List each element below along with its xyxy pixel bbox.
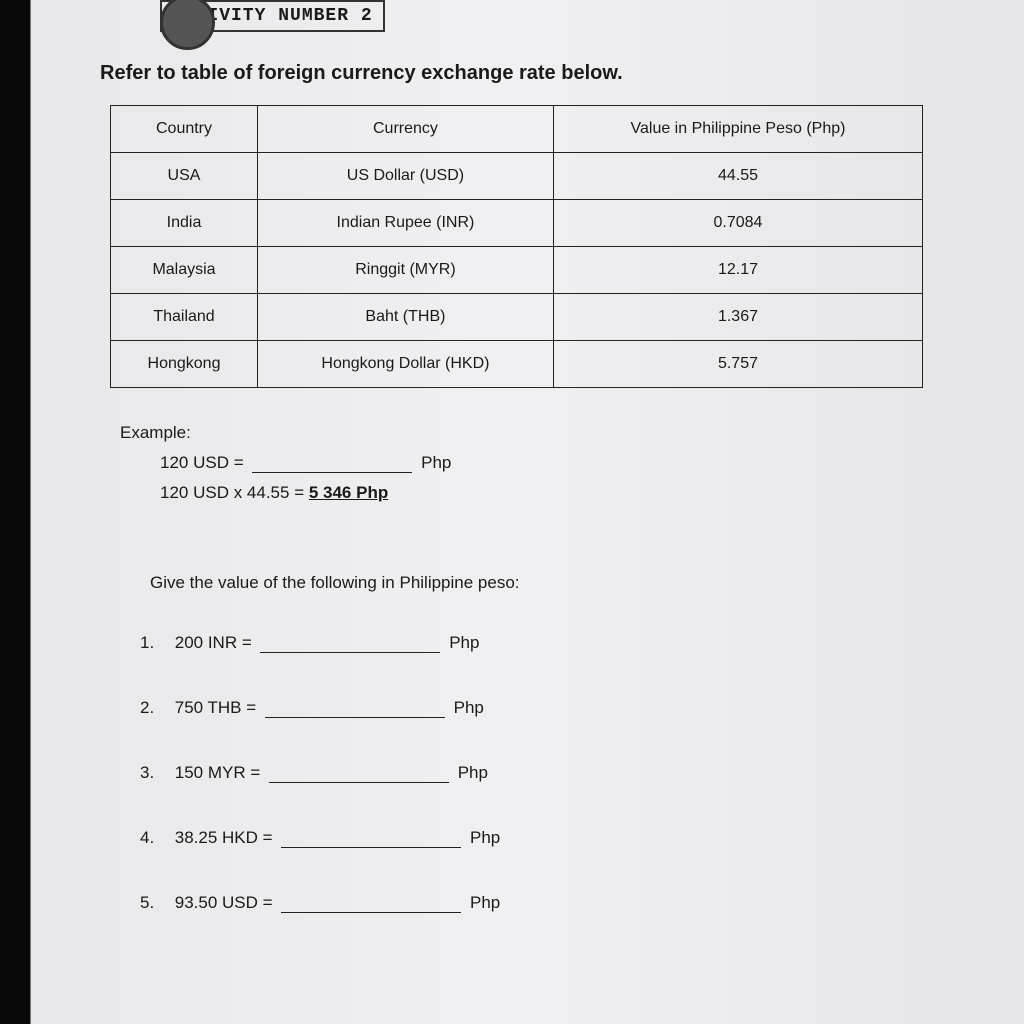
q-unit: Php (449, 633, 479, 652)
q-num: 5. (140, 893, 170, 913)
example-line-1: 120 USD = Php (160, 453, 984, 473)
example-line-2: 120 USD x 44.55 = 5 346 Php (160, 483, 984, 503)
cell-value: 1.367 (553, 294, 922, 341)
table-body: USA US Dollar (USD) 44.55 India Indian R… (111, 153, 923, 388)
cell-currency: Baht (THB) (258, 294, 554, 341)
q-text: 150 MYR = (175, 763, 261, 782)
question-2: 2. 750 THB = Php (140, 698, 984, 718)
q-num: 3. (140, 763, 170, 783)
q-num: 2. (140, 698, 170, 718)
table-row: USA US Dollar (USD) 44.55 (111, 153, 923, 200)
example-label: Example: (120, 423, 984, 443)
q-unit: Php (458, 763, 488, 782)
col-currency: Currency (258, 106, 554, 153)
question-4: 4. 38.25 HKD = Php (140, 828, 984, 848)
cell-country: Thailand (111, 294, 258, 341)
table-row: Hongkong Hongkong Dollar (HKD) 5.757 (111, 341, 923, 388)
cell-country: Malaysia (111, 247, 258, 294)
answer-blank[interactable] (260, 652, 440, 653)
table-row: Thailand Baht (THB) 1.367 (111, 294, 923, 341)
answer-blank[interactable] (281, 912, 461, 913)
blank-line (252, 472, 412, 473)
cell-currency: Hongkong Dollar (HKD) (258, 341, 554, 388)
table-header-row: Country Currency Value in Philippine Pes… (111, 106, 923, 153)
q-text: 38.25 HKD = (175, 828, 273, 847)
q-text: 93.50 USD = (175, 893, 273, 912)
cell-value: 5.757 (553, 341, 922, 388)
cell-value: 44.55 (553, 153, 922, 200)
cell-country: India (111, 200, 258, 247)
q-num: 1. (140, 633, 170, 653)
answer-blank[interactable] (269, 782, 449, 783)
header-row: ACTIVITY NUMBER 2 (60, 0, 984, 62)
col-value: Value in Philippine Peso (Php) (553, 106, 922, 153)
activity-icon (160, 0, 215, 50)
cell-value: 12.17 (553, 247, 922, 294)
question-3: 3. 150 MYR = Php (140, 763, 984, 783)
answer-blank[interactable] (265, 717, 445, 718)
example-right: Php (421, 453, 451, 472)
q-unit: Php (470, 893, 500, 912)
cell-value: 0.7084 (553, 200, 922, 247)
answer-blank[interactable] (281, 847, 461, 848)
example-section: Example: 120 USD = Php 120 USD x 44.55 =… (120, 423, 984, 503)
q-text: 750 THB = (175, 698, 256, 717)
question-prompt: Give the value of the following in Phili… (150, 573, 984, 593)
question-5: 5. 93.50 USD = Php (140, 893, 984, 913)
cell-currency: US Dollar (USD) (258, 153, 554, 200)
example-left: 120 USD = (160, 453, 244, 472)
q-unit: Php (470, 828, 500, 847)
q-text: 200 INR = (175, 633, 252, 652)
example-calc: 120 USD x 44.55 = (160, 483, 309, 502)
q-unit: Php (454, 698, 484, 717)
table-row: Malaysia Ringgit (MYR) 12.17 (111, 247, 923, 294)
cell-country: USA (111, 153, 258, 200)
cell-currency: Ringgit (MYR) (258, 247, 554, 294)
cell-country: Hongkong (111, 341, 258, 388)
example-answer: 5 346 Php (309, 483, 388, 502)
question-1: 1. 200 INR = Php (140, 633, 984, 653)
col-country: Country (111, 106, 258, 153)
exchange-rate-table: Country Currency Value in Philippine Pes… (110, 105, 923, 388)
instruction-text: Refer to table of foreign currency excha… (100, 62, 984, 85)
cell-currency: Indian Rupee (INR) (258, 200, 554, 247)
worksheet-page: ACTIVITY NUMBER 2 Refer to table of fore… (60, 0, 984, 913)
table-row: India Indian Rupee (INR) 0.7084 (111, 200, 923, 247)
q-num: 4. (140, 828, 170, 848)
